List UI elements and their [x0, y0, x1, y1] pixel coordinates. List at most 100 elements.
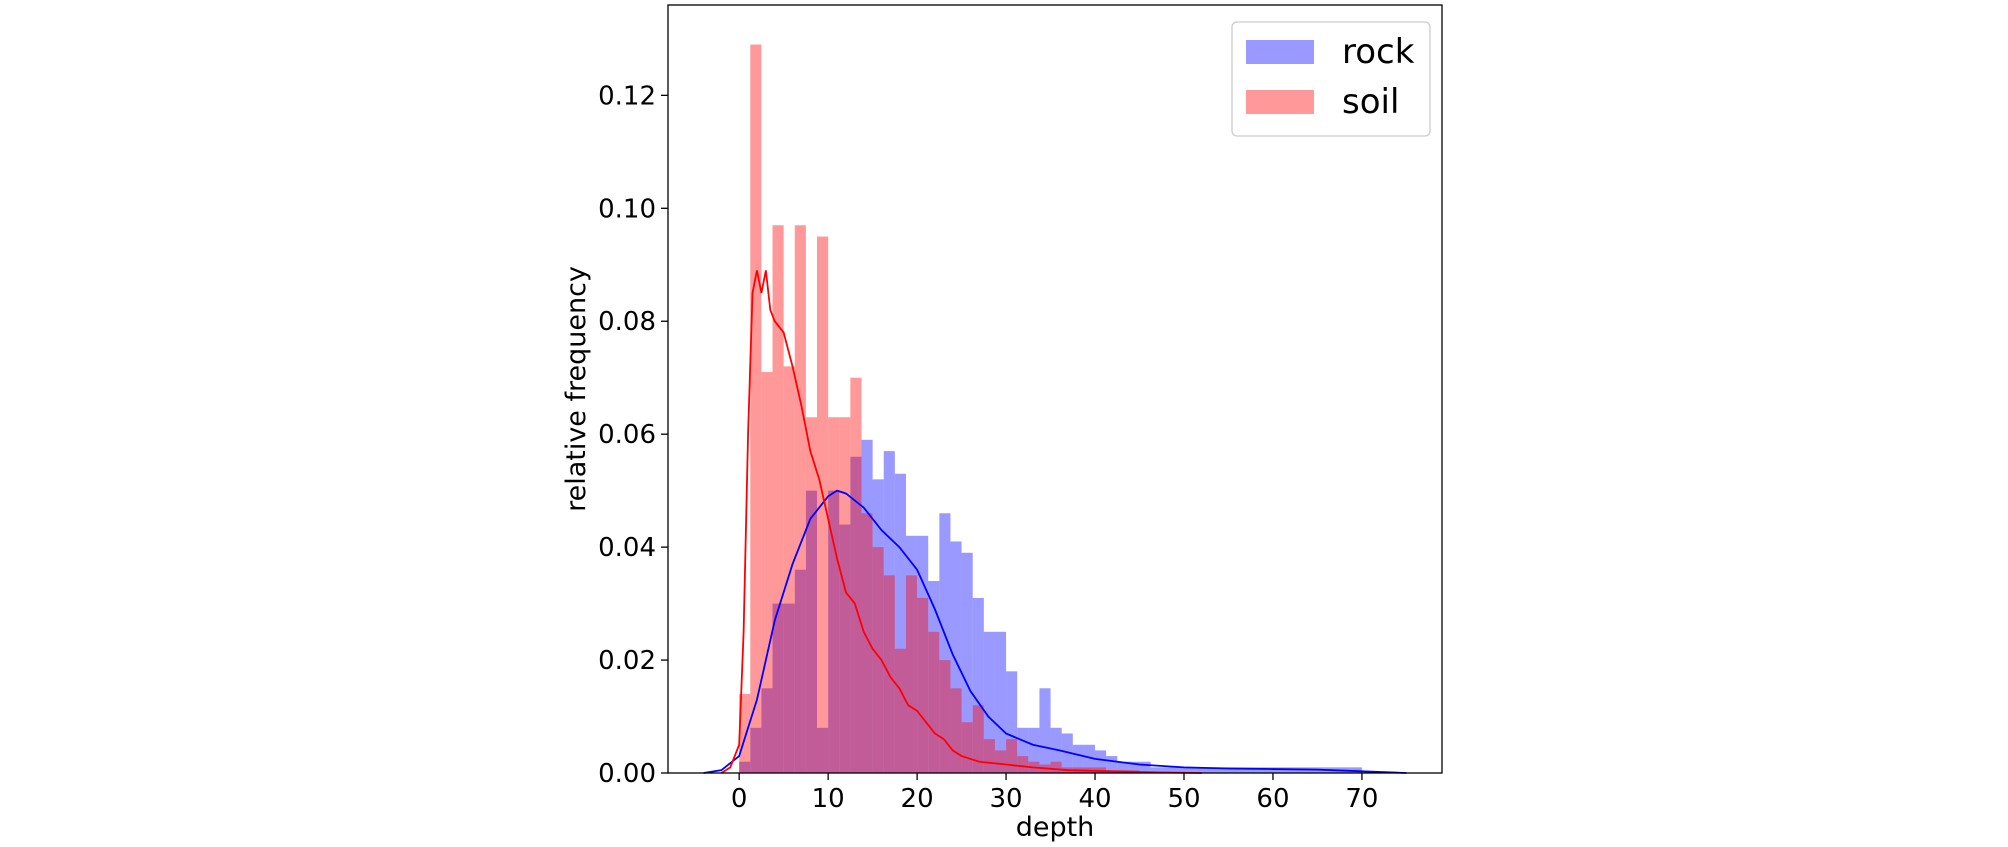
rock-bar — [1128, 761, 1140, 773]
soil-bar — [772, 225, 784, 774]
y-tick-label: 0.04 — [598, 533, 656, 563]
rock-bar — [761, 688, 773, 773]
ticks-layer: 0 10 20 30 40 50 60 70 0.00 0.02 0.04 0.06 0.08 0.10 0… — [598, 81, 1378, 814]
soil-bar — [861, 513, 873, 773]
plot-frame — [667, 4, 1443, 774]
legend-box — [1231, 21, 1431, 137]
rock-bar — [772, 603, 784, 773]
soil-legend-swatch — [1246, 90, 1314, 114]
rock-bar — [1117, 761, 1129, 773]
rock-bar — [1072, 744, 1084, 773]
x-tick-label: 20 — [901, 784, 934, 814]
rock-bar — [1172, 767, 1184, 773]
soil-bar — [1006, 739, 1018, 773]
soil-bar — [761, 372, 773, 773]
rock-bar — [839, 524, 851, 773]
soil-bar — [972, 705, 984, 773]
y-tick-label: 0.02 — [598, 646, 656, 676]
rock-bar — [1028, 727, 1040, 773]
rock-bar — [961, 552, 973, 773]
y-tick-label: 0.00 — [598, 759, 656, 789]
rock-bar — [1350, 767, 1362, 773]
rock-bars — [739, 439, 1362, 773]
rock-bar — [805, 490, 818, 773]
rock-bar — [928, 581, 940, 773]
rock-bar — [1284, 767, 1296, 773]
rock-bar — [1184, 767, 1196, 773]
rock-bar — [1195, 767, 1207, 773]
rock-bar — [1206, 767, 1218, 773]
rock-bar — [1261, 767, 1273, 773]
rock-bar — [817, 727, 829, 773]
rock-legend-label: rock — [1342, 32, 1415, 72]
rock-bar — [1150, 767, 1162, 773]
y-tick-label: 0.08 — [598, 307, 656, 337]
rock-bar — [750, 727, 762, 773]
rock-bar — [883, 451, 895, 773]
soil-bar — [783, 366, 795, 773]
soil-bar — [750, 44, 762, 773]
soil-legend-label: soil — [1342, 82, 1399, 122]
rock-bar — [783, 603, 795, 773]
y-tick-label: 0.06 — [598, 420, 656, 450]
rock-bar — [950, 541, 962, 773]
soil-bars — [739, 44, 1140, 774]
x-tick-label: 0 — [731, 784, 748, 814]
rock-bar — [917, 535, 929, 773]
soil-bar — [905, 575, 918, 773]
soil-bar — [994, 750, 1007, 773]
rock-bar — [905, 535, 918, 773]
soil-bar — [983, 739, 995, 773]
soil-bar — [872, 547, 884, 773]
soil-bar — [1050, 761, 1062, 773]
soil-bar — [794, 225, 806, 774]
soil-bar — [850, 377, 862, 773]
rock-bar — [1161, 767, 1173, 773]
soil-bar — [828, 417, 840, 773]
soil-bar — [805, 417, 818, 773]
rock-bar — [1039, 688, 1051, 773]
rock-bar — [1272, 767, 1285, 773]
x-tick-label: 10 — [812, 784, 845, 814]
rock-bar — [894, 473, 906, 773]
rock-bar — [1017, 727, 1029, 773]
rock-bar — [739, 761, 751, 773]
rock-legend-swatch — [1246, 40, 1314, 64]
x-tick-label: 30 — [990, 784, 1023, 814]
soil-bar — [928, 631, 940, 773]
rock-bar — [850, 456, 862, 773]
legend: rock soil — [1231, 21, 1431, 137]
soil-bar — [939, 660, 951, 773]
rock-bar — [828, 490, 840, 773]
rock-bar — [972, 597, 984, 773]
rock-bar — [939, 513, 951, 773]
y-axis-label: relative frequency — [561, 266, 592, 512]
y-tick-label: 0.12 — [598, 81, 656, 111]
y-tick-label: 0.10 — [598, 194, 656, 224]
soil-bar — [894, 648, 906, 773]
kde-layer — [703, 270, 1407, 774]
rock-bar — [994, 631, 1007, 773]
soil-bar — [739, 693, 751, 773]
bars-layer — [739, 44, 1362, 774]
rock-bar — [794, 569, 806, 773]
rock-bar — [1228, 767, 1240, 773]
rock-bar — [1217, 767, 1229, 773]
x-tick-label: 50 — [1167, 784, 1200, 814]
rock-bar — [872, 479, 884, 773]
soil-bar — [961, 722, 973, 773]
rock-bar — [1106, 756, 1118, 773]
rock-bar — [1083, 744, 1096, 773]
rock-bar — [1139, 761, 1151, 773]
rock-bar — [1239, 767, 1251, 773]
x-tick-label: 40 — [1078, 784, 1111, 814]
rock-bar — [1061, 733, 1073, 773]
x-tick-label: 70 — [1345, 784, 1378, 814]
rock-bar — [1250, 767, 1262, 773]
x-axis-label: depth — [1016, 812, 1095, 843]
x-tick-label: 60 — [1256, 784, 1289, 814]
rock-bar — [983, 631, 995, 773]
soil-bar — [950, 688, 962, 773]
soil-bar — [1017, 756, 1029, 773]
